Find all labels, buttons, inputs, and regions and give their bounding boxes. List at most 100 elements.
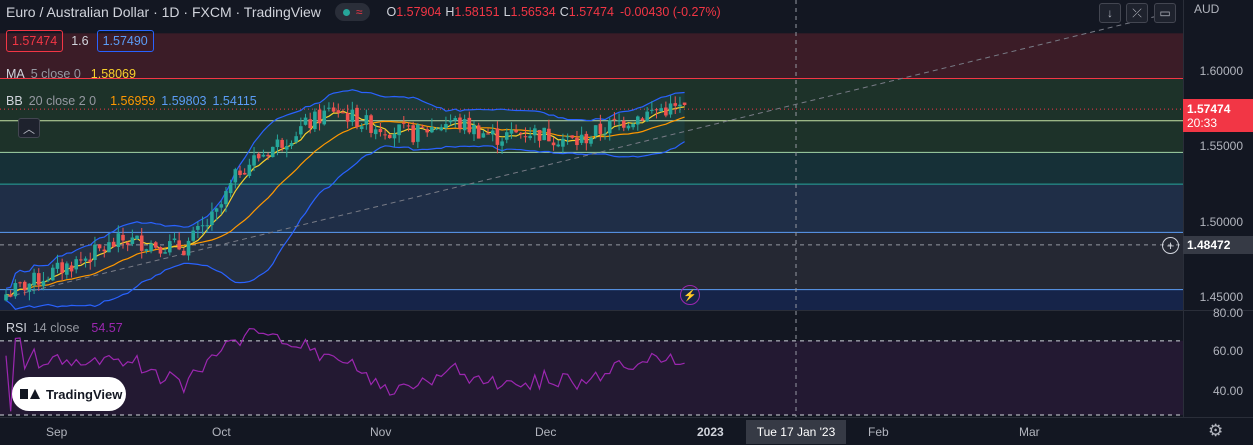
candle-body (654, 109, 659, 111)
ohlc-key: C (559, 5, 569, 19)
crosshair-price-value: 1.48472 (1187, 238, 1231, 252)
bb-upper-value: 1.59803 (161, 94, 207, 108)
last-price-tag: 1.57474 20:33 (1183, 99, 1253, 132)
time-label: Nov (370, 425, 392, 439)
price-axis[interactable]: AUD 1.60000 1.55000 1.50000 1.45000 (1183, 0, 1253, 310)
price-tick: 1.55000 (1199, 139, 1243, 153)
wave-icon: ≈ (355, 5, 363, 19)
candle-body (383, 134, 387, 136)
candle-body (373, 129, 378, 135)
candle-body (18, 282, 22, 284)
rsi-value: 54.57 (91, 321, 123, 335)
collapse-pane-button[interactable]: ⤫ (1126, 3, 1148, 23)
candle-body (74, 259, 78, 270)
candle-body (168, 241, 172, 253)
trade-buttons: 1.57474 1.6 1.57490 (6, 30, 154, 52)
time-label: Dec (535, 425, 557, 439)
candle-body (46, 279, 50, 281)
candle-body (102, 249, 107, 252)
candle-body (313, 111, 317, 130)
candle-body (519, 132, 523, 134)
time-axis[interactable]: Sep Oct Nov Dec 2023 Feb Mar Tue 17 Jan … (0, 417, 1253, 445)
candle-body (153, 242, 158, 248)
candle-body (556, 144, 561, 147)
candle-body (420, 126, 425, 128)
candle-body (285, 146, 289, 150)
rsi-label: RSI (6, 321, 27, 335)
scroll-down-button[interactable]: ↓ (1099, 3, 1121, 23)
candle-body (411, 125, 415, 143)
candle-body (139, 235, 144, 251)
candle-body (621, 120, 626, 128)
settings-gear-icon[interactable]: ⚙ (1208, 421, 1224, 440)
candle-body (135, 235, 139, 239)
symbol-title[interactable]: Euro / Australian Dollar · 1D · FXCM · T… (6, 4, 321, 20)
price-tick: 1.60000 (1199, 64, 1243, 78)
bar-countdown: 20:33 (1187, 116, 1218, 130)
candle-body (55, 262, 60, 269)
add-alert-plus-icon[interactable]: + (1162, 237, 1179, 254)
candle-body (476, 125, 481, 139)
candle-body (430, 126, 434, 133)
tradingview-logo[interactable]: TradingView (12, 377, 126, 411)
ohlc-value: 1.57474 (568, 5, 614, 19)
candle-body (252, 155, 256, 166)
candle-body (472, 124, 476, 135)
candle-body (88, 259, 93, 262)
rsi-tick: 40.00 (1212, 384, 1243, 398)
chart-header: Euro / Australian Dollar · 1D · FXCM · T… (6, 3, 721, 21)
candle-body (93, 244, 97, 260)
ma-legend[interactable]: MA 5 close 0 1.58069 (6, 67, 136, 81)
crosshair-date-value: Tue 17 Jan '23 (756, 425, 836, 439)
candle-body (570, 135, 575, 138)
candle-body (523, 136, 528, 138)
candle-body (397, 124, 401, 136)
candle-body (149, 243, 153, 252)
candle-body (60, 262, 64, 274)
bb-basis-value: 1.56959 (110, 94, 156, 108)
candle-body (280, 139, 284, 148)
candle-body (322, 110, 327, 125)
rsi-legend[interactable]: RSI 14 close 54.57 (6, 321, 123, 335)
candle-body (561, 138, 565, 147)
candle-body (51, 267, 55, 281)
candle-body (196, 225, 200, 230)
maximize-pane-button[interactable]: ▭ (1154, 3, 1176, 23)
rsi-tick: 60.00 (1212, 344, 1243, 358)
spread-value: 1.6 (71, 34, 89, 48)
time-label: Mar (1019, 425, 1040, 439)
candle-body (659, 108, 663, 112)
rsi-pane[interactable]: RSI 14 close 54.57 TradingView (0, 311, 1183, 417)
price-chart-pane[interactable]: Euro / Australian Dollar · 1D · FXCM · T… (0, 0, 1183, 310)
candle-body (673, 103, 678, 106)
candle-body (336, 110, 341, 113)
market-status-badge[interactable]: ≈ (334, 3, 371, 21)
rsi-canvas[interactable] (0, 311, 1183, 417)
collapse-legend-button[interactable]: ︿ (18, 118, 40, 138)
price-chart-canvas[interactable] (0, 0, 1183, 310)
candle-body (331, 107, 336, 112)
candle-body (186, 240, 191, 256)
tradingview-logo-text: TradingView (46, 386, 123, 402)
candle-body (308, 119, 312, 129)
crosshair-date-tag: Tue 17 Jan '23 (746, 420, 846, 444)
sell-button[interactable]: 1.57474 (6, 30, 64, 52)
candle-body (97, 244, 102, 249)
candle-body (551, 142, 556, 146)
candle-body (364, 115, 369, 125)
bb-lower-value: 1.54115 (212, 94, 257, 108)
bb-legend[interactable]: BB 20 close 2 0 1.56959 1.59803 1.54115 (6, 94, 257, 108)
candle-body (603, 133, 607, 135)
ohlc-value: 1.58151 (454, 5, 500, 19)
rsi-axis[interactable]: 80.00 60.00 40.00 (1183, 306, 1253, 417)
candle-body (612, 118, 617, 120)
price-zone (0, 33, 1183, 79)
candle-body (158, 247, 163, 254)
rsi-tick: 80.00 (1212, 306, 1243, 320)
candle-body (640, 118, 645, 121)
pane-divider[interactable] (0, 310, 1253, 311)
candle-body (172, 238, 177, 241)
flash-alert-icon[interactable]: ⚡ (680, 285, 700, 305)
buy-button[interactable]: 1.57490 (96, 30, 154, 52)
candle-body (439, 127, 444, 131)
